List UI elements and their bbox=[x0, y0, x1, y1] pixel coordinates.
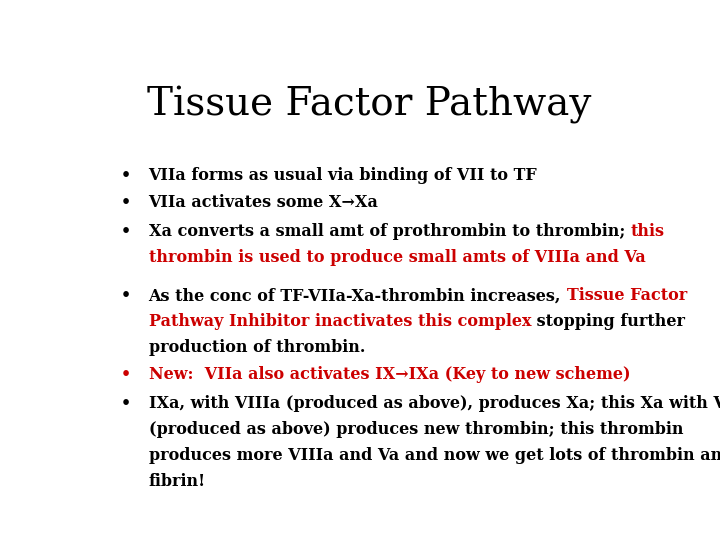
Text: New:  VIIa also activates IX→IXa (Key to new scheme): New: VIIa also activates IX→IXa (Key to … bbox=[148, 366, 630, 383]
Text: stopping further: stopping further bbox=[531, 313, 685, 330]
Text: this: this bbox=[631, 223, 665, 240]
Text: thrombin is used to produce small amts of VIIIa and Va: thrombin is used to produce small amts o… bbox=[148, 248, 645, 266]
Text: •: • bbox=[121, 287, 131, 304]
Text: Xa converts a small amt of prothrombin to thrombin;: Xa converts a small amt of prothrombin t… bbox=[148, 223, 631, 240]
Text: fibrin!: fibrin! bbox=[148, 472, 206, 490]
Text: Pathway Inhibitor inactivates this complex: Pathway Inhibitor inactivates this compl… bbox=[148, 313, 531, 330]
Text: VIIa forms as usual via binding of VII to TF: VIIa forms as usual via binding of VII t… bbox=[148, 167, 537, 184]
Text: •: • bbox=[121, 395, 131, 413]
Text: Tissue Factor: Tissue Factor bbox=[567, 287, 687, 304]
Text: •: • bbox=[121, 366, 131, 383]
Text: (produced as above) produces new thrombin; this thrombin: (produced as above) produces new thrombi… bbox=[148, 421, 683, 438]
Text: IXa, with VIIIa (produced as above), produces Xa; this Xa with Va: IXa, with VIIIa (produced as above), pro… bbox=[148, 395, 720, 413]
Text: As the conc of TF-VIIa-Xa-thrombin increases,: As the conc of TF-VIIa-Xa-thrombin incre… bbox=[148, 287, 567, 304]
Text: produces more VIIIa and Va and now we get lots of thrombin and: produces more VIIIa and Va and now we ge… bbox=[148, 447, 720, 464]
Text: Tissue Factor Pathway: Tissue Factor Pathway bbox=[147, 85, 591, 124]
Text: production of thrombin.: production of thrombin. bbox=[148, 339, 365, 356]
Text: •: • bbox=[121, 194, 131, 211]
Text: •: • bbox=[121, 167, 131, 184]
Text: VIIa activates some X→Xa: VIIa activates some X→Xa bbox=[148, 194, 379, 211]
Text: •: • bbox=[121, 223, 131, 240]
